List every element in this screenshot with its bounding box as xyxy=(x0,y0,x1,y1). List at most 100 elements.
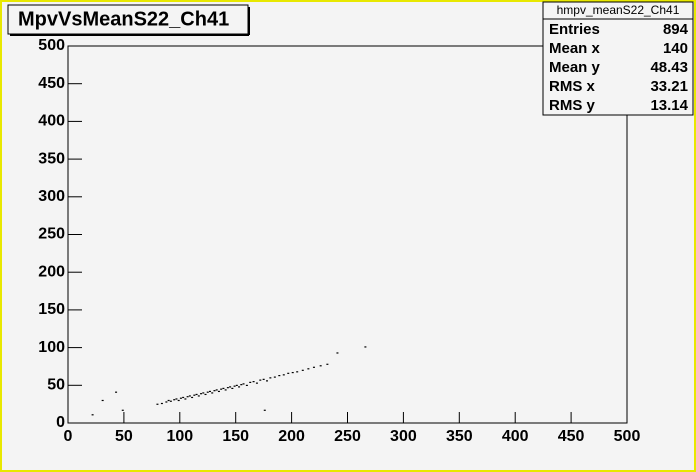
point xyxy=(200,393,203,395)
point xyxy=(312,366,315,368)
x-tick-label: 100 xyxy=(166,428,193,445)
stats-label: Mean y xyxy=(549,59,601,76)
point xyxy=(211,392,214,394)
x-tick-label: 0 xyxy=(64,428,73,445)
x-tick-label: 300 xyxy=(390,428,417,445)
point xyxy=(202,392,205,394)
stats-value: 48.43 xyxy=(650,59,688,76)
point xyxy=(191,396,194,399)
point xyxy=(156,403,159,405)
point xyxy=(249,381,252,383)
point xyxy=(326,363,329,365)
x-tick-label: 350 xyxy=(446,428,473,445)
chart-title: MpvVsMeanS22_Ch41 xyxy=(18,8,229,30)
point xyxy=(240,384,243,386)
point xyxy=(259,379,262,381)
point xyxy=(262,378,265,380)
stats-value: 13.14 xyxy=(650,97,688,114)
stats-value: 33.21 xyxy=(650,78,688,95)
point xyxy=(301,369,304,371)
point xyxy=(222,387,225,390)
stats-title: hmpv_meanS22_Ch41 xyxy=(557,3,680,17)
x-tick-label: 450 xyxy=(558,428,585,445)
point xyxy=(217,390,220,393)
x-tick-label: 500 xyxy=(614,428,641,445)
point xyxy=(364,346,367,348)
stats-label: Mean x xyxy=(549,40,601,57)
point xyxy=(282,374,285,376)
y-tick-label: 300 xyxy=(38,188,65,205)
point xyxy=(208,390,211,393)
point xyxy=(269,377,272,379)
y-tick-label: 450 xyxy=(38,75,65,92)
point xyxy=(204,393,207,396)
point xyxy=(188,395,191,397)
point xyxy=(319,365,322,367)
point xyxy=(121,409,124,411)
y-tick-label: 150 xyxy=(38,301,65,318)
point xyxy=(229,386,232,388)
title-box xyxy=(7,4,249,35)
point xyxy=(179,397,182,399)
point xyxy=(215,389,218,391)
point xyxy=(91,414,94,416)
y-tick-label: 350 xyxy=(38,150,65,167)
point xyxy=(213,390,216,392)
point xyxy=(169,400,172,402)
point xyxy=(291,371,294,374)
y-tick-label: 250 xyxy=(38,226,65,243)
point xyxy=(233,385,236,387)
point xyxy=(160,402,163,405)
stats-box xyxy=(542,1,694,116)
point xyxy=(220,388,223,390)
y-tick-label: 500 xyxy=(38,37,65,54)
y-tick-label: 0 xyxy=(56,414,65,431)
y-tick-label: 200 xyxy=(38,263,65,280)
point xyxy=(266,380,269,382)
point xyxy=(235,384,238,386)
x-tick-label: 200 xyxy=(278,428,305,445)
point xyxy=(263,409,266,411)
point xyxy=(224,389,227,391)
y-tick-label: 100 xyxy=(38,339,65,356)
point xyxy=(296,371,299,373)
point xyxy=(278,374,281,377)
y-tick-label: 400 xyxy=(38,113,65,130)
point xyxy=(101,399,104,402)
point xyxy=(115,391,118,393)
point xyxy=(307,368,310,370)
y-tick-label: 50 xyxy=(47,377,65,394)
point xyxy=(184,398,187,400)
point xyxy=(226,387,229,389)
x-tick-label: 400 xyxy=(502,428,529,445)
point xyxy=(165,401,168,403)
point xyxy=(273,376,276,378)
stats-label: RMS x xyxy=(549,78,596,95)
point xyxy=(252,381,255,383)
point xyxy=(193,394,196,396)
point xyxy=(231,387,234,390)
point xyxy=(182,396,185,399)
point xyxy=(173,399,176,401)
stats-label: Entries xyxy=(549,21,600,38)
point xyxy=(245,384,248,386)
point xyxy=(195,393,198,396)
point xyxy=(255,382,258,384)
point xyxy=(197,395,200,397)
point xyxy=(242,383,245,385)
x-tick-label: 150 xyxy=(222,428,249,445)
point xyxy=(175,398,178,400)
point xyxy=(177,399,180,402)
stats-value: 140 xyxy=(663,40,688,57)
point xyxy=(238,386,241,388)
point xyxy=(167,399,170,402)
x-tick-label: 50 xyxy=(115,428,133,445)
stats-value: 894 xyxy=(663,21,689,38)
stats-label: RMS y xyxy=(549,97,596,114)
point xyxy=(186,396,189,398)
point xyxy=(206,391,209,393)
point xyxy=(336,352,339,354)
point xyxy=(287,372,290,374)
